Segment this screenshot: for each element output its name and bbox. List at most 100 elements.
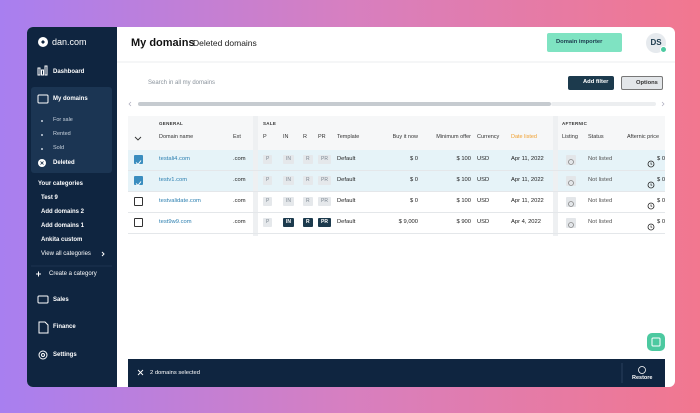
column-group: SALE — [263, 121, 277, 126]
category-item[interactable]: Add domains 2 — [41, 209, 85, 215]
brand[interactable]: dan.com — [52, 37, 87, 47]
badge: P — [263, 197, 273, 206]
row-divider — [128, 212, 665, 213]
cell-afternic-price: $ 0 — [657, 177, 666, 183]
search-input[interactable]: Search in all my domains — [148, 80, 216, 86]
column-header[interactable]: R — [303, 134, 307, 140]
view-all-link[interactable]: View all categories — [41, 251, 91, 257]
badge: P — [263, 176, 273, 185]
column-header[interactable]: PR — [318, 134, 326, 140]
page-title: My domains — [131, 37, 195, 49]
cell-afternic-price: $ 0 — [657, 156, 666, 162]
row-divider — [128, 191, 665, 192]
cell-min-offer: $ 100 — [456, 198, 471, 204]
row-highlight — [128, 150, 253, 170]
domain-link[interactable]: testali4.com — [159, 156, 190, 162]
selection-count: 2 domains selected — [150, 369, 200, 376]
listing-icon — [566, 176, 576, 186]
badge: PR — [318, 176, 331, 185]
column-group: AFTERNIC — [562, 121, 588, 126]
domain-link[interactable]: testv1.com — [159, 177, 188, 183]
row-divider — [128, 170, 665, 171]
badge: PR — [318, 197, 331, 206]
sub-nav-item[interactable]: For sale — [53, 117, 73, 123]
clock-icon — [647, 219, 655, 231]
column-header[interactable]: Listing — [562, 134, 578, 140]
cell-template: Default — [337, 219, 356, 225]
column-header[interactable]: Ext — [233, 134, 241, 140]
sub-nav-item[interactable]: Deleted — [53, 160, 75, 166]
column-header[interactable]: Minimum offer — [436, 134, 471, 140]
cell-date: Apr 11, 2022 — [511, 156, 544, 162]
cell-afternic-price: $ 0 — [657, 219, 666, 225]
row-highlight — [128, 171, 253, 191]
nav-item[interactable]: Sales — [53, 297, 69, 303]
category-item[interactable]: Test 9 — [41, 195, 58, 201]
row-highlight — [558, 150, 665, 170]
cell-afternic-price: $ 0 — [657, 198, 666, 204]
listing-icon — [566, 155, 576, 165]
cell-template: Default — [337, 198, 356, 204]
nav-item[interactable]: Finance — [53, 324, 76, 330]
cell-buy-now: $ 0 — [409, 177, 418, 183]
row-checkbox[interactable] — [134, 218, 143, 227]
column-header[interactable]: Domain name — [159, 134, 194, 140]
category-item[interactable]: Ankita custom — [41, 237, 83, 243]
cell-currency: USD — [477, 219, 490, 225]
row-divider — [128, 233, 665, 234]
cell-ext: .com — [233, 198, 246, 204]
domain-link[interactable]: testvalidate.com — [159, 198, 201, 204]
column-header[interactable]: Afternic price — [627, 134, 660, 140]
row-checkbox[interactable] — [134, 197, 143, 206]
badge: IN — [283, 197, 294, 206]
cell-date: Apr 11, 2022 — [511, 198, 544, 204]
nav-item[interactable]: Settings — [53, 352, 77, 358]
cell-status: Not listed — [588, 177, 613, 183]
column-header[interactable]: P — [263, 134, 267, 140]
column-header[interactable]: Date listed — [511, 134, 537, 140]
clock-icon — [647, 177, 655, 189]
row-highlight — [258, 171, 553, 191]
listing-icon — [566, 218, 576, 228]
badge: IN — [283, 218, 294, 227]
category-item[interactable]: Add domains 1 — [41, 223, 85, 229]
row-checkbox[interactable] — [134, 176, 143, 187]
page-subtitle: Deleted domains — [193, 38, 257, 48]
options-button[interactable]: Options — [621, 76, 663, 90]
cell-status: Not listed — [588, 219, 613, 225]
create-category[interactable]: Create a category — [49, 271, 97, 277]
listing-icon — [566, 197, 576, 207]
importer-button[interactable]: Domain importer — [547, 33, 622, 52]
sub-nav-item[interactable]: Sold — [53, 145, 65, 151]
add-filter-button[interactable]: Add filter — [568, 76, 614, 90]
column-header[interactable]: IN — [283, 134, 289, 140]
column-group: GENERAL — [159, 121, 184, 126]
nav-item[interactable]: My domains — [53, 96, 88, 102]
status-dot — [660, 46, 667, 53]
badge: R — [303, 176, 313, 185]
row-checkbox[interactable] — [134, 155, 143, 166]
column-header[interactable]: Template — [337, 134, 360, 140]
app-window — [27, 27, 675, 387]
column-header[interactable]: Status — [588, 134, 604, 140]
badge: PR — [318, 218, 331, 227]
clock-icon — [647, 198, 655, 210]
domain-link[interactable]: test9w9.com — [159, 219, 192, 225]
nav-item[interactable]: Dashboard — [53, 69, 85, 75]
cell-date: Apr 11, 2022 — [511, 177, 544, 183]
cell-date: Apr 4, 2022 — [511, 219, 541, 225]
column-header[interactable]: Currency — [477, 134, 500, 140]
sub-nav-item[interactable]: Rented — [53, 131, 71, 137]
cell-min-offer: $ 100 — [456, 156, 471, 162]
badge: R — [303, 218, 313, 227]
badge: R — [303, 197, 313, 206]
clock-icon — [647, 156, 655, 168]
cell-template: Default — [337, 177, 356, 183]
restore-button[interactable]: Restore — [632, 375, 653, 381]
section-heading: Your categories — [38, 181, 83, 187]
cell-status: Not listed — [588, 198, 613, 204]
badge: P — [263, 155, 273, 164]
column-header[interactable]: Buy it now — [392, 134, 418, 140]
row-highlight — [558, 171, 665, 191]
